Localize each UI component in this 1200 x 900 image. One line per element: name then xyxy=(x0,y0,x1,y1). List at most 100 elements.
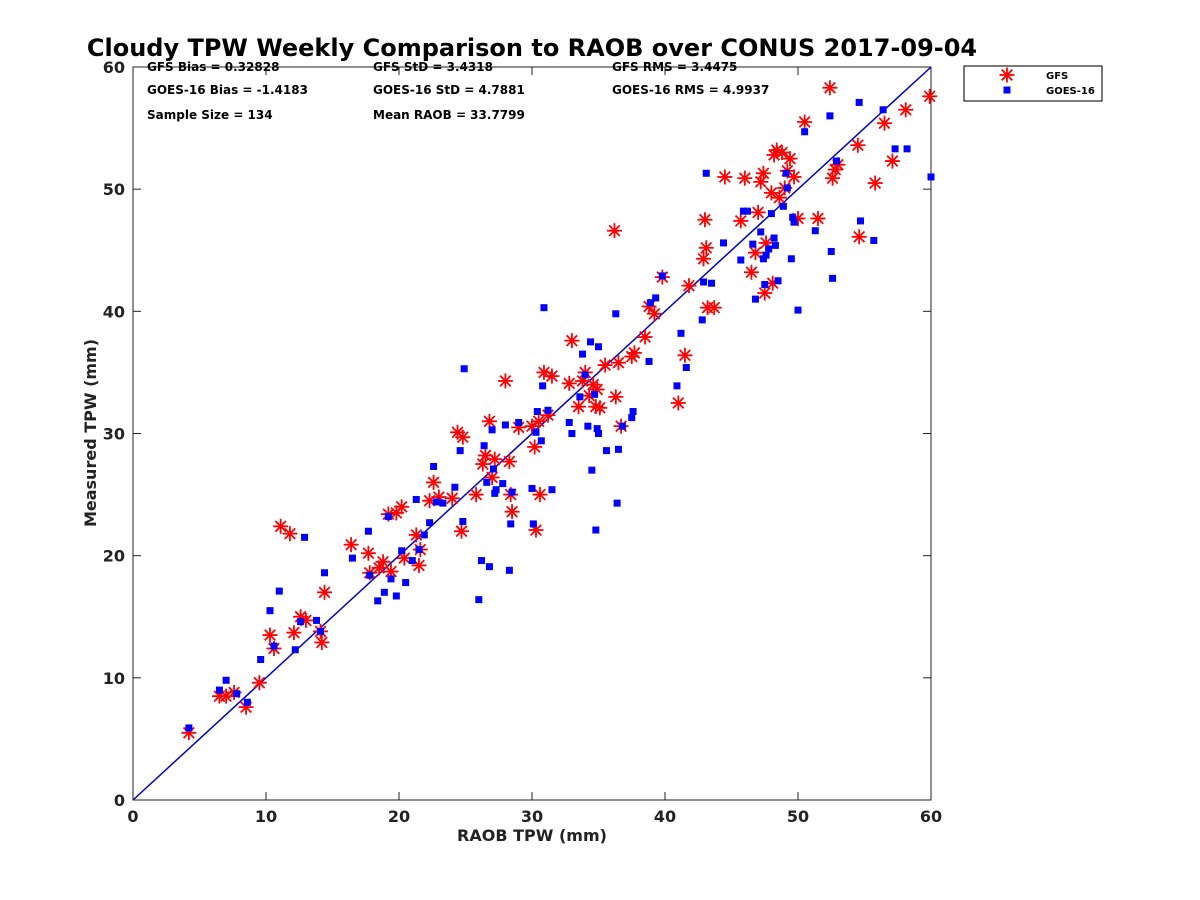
legend-items: GFS GOES-16 xyxy=(999,67,1095,97)
stat-text: GFS RMS = 3.4475 xyxy=(612,60,737,74)
goes16-point xyxy=(857,217,865,225)
goes16-point xyxy=(491,489,499,497)
goes16-point xyxy=(751,295,759,303)
gfs-point xyxy=(511,419,527,435)
gfs-point xyxy=(251,675,267,691)
goes16-point xyxy=(505,566,513,574)
goes16-point xyxy=(794,306,802,314)
chart-title: Cloudy TPW Weekly Comparison to RAOB ove… xyxy=(87,34,977,62)
goes16-point xyxy=(529,520,537,528)
goes16-point xyxy=(475,596,483,604)
goes16-point xyxy=(301,533,309,541)
goes16-point xyxy=(576,393,584,401)
goes16-point xyxy=(581,371,589,379)
goes16-point xyxy=(593,425,601,433)
gfs-point xyxy=(755,165,771,181)
goes16-point xyxy=(412,495,420,503)
gfs-point xyxy=(706,300,722,316)
goes16-point xyxy=(297,618,305,626)
goes16-point xyxy=(592,526,600,534)
goes16-point xyxy=(612,310,620,318)
series-goes16 xyxy=(185,98,935,732)
goes16-point xyxy=(374,597,382,605)
goes16-point xyxy=(833,157,841,165)
gfs-point xyxy=(504,504,520,520)
goes16-point xyxy=(743,207,751,215)
gfs-point xyxy=(677,347,693,363)
x-tick-label: 10 xyxy=(255,807,277,826)
goes16-point xyxy=(927,173,935,181)
goes16-point xyxy=(384,513,392,521)
goes16-point xyxy=(829,274,837,282)
goes16-point xyxy=(533,408,541,416)
gfs-point xyxy=(876,115,892,131)
goes16-point xyxy=(480,442,488,450)
goes16-point xyxy=(313,616,321,624)
goes16-point xyxy=(588,466,596,474)
goes16-point xyxy=(222,676,230,684)
goes16-point xyxy=(456,447,464,455)
goes16-point xyxy=(266,607,274,615)
goes16-point xyxy=(380,588,388,596)
gfs-point xyxy=(786,169,802,185)
goes16-point xyxy=(501,421,509,429)
goes16-point xyxy=(321,569,329,577)
legend-gfs-marker xyxy=(999,67,1015,83)
y-tick-label: 30 xyxy=(103,425,125,444)
gfs-point xyxy=(851,229,867,245)
goes16-point xyxy=(618,422,626,430)
goes16-point xyxy=(485,563,493,571)
goes16-point xyxy=(739,207,747,215)
goes16-point xyxy=(646,299,654,307)
stat-text: GOES-16 RMS = 4.9937 xyxy=(612,83,769,97)
goes16-point xyxy=(275,587,283,595)
gfs-point xyxy=(564,333,580,349)
goes16-point xyxy=(801,128,809,136)
gfs-point xyxy=(884,153,900,169)
x-axis-label: RAOB TPW (mm) xyxy=(457,826,607,845)
goes16-point xyxy=(507,520,515,528)
goes16-point xyxy=(539,382,547,390)
gfs-point xyxy=(544,368,560,384)
stat-text: Sample Size = 134 xyxy=(147,108,273,122)
gfs-point xyxy=(597,357,613,373)
goes16-point xyxy=(783,184,791,192)
goes16-point xyxy=(492,486,500,494)
goes16-point xyxy=(757,228,765,236)
gfs-point xyxy=(646,306,662,322)
goes16-point xyxy=(257,656,265,664)
gfs-point xyxy=(747,245,763,261)
goes16-point xyxy=(771,241,779,249)
goes16-point xyxy=(420,531,428,539)
goes16-point xyxy=(673,382,681,390)
goes16-point xyxy=(870,236,878,244)
goes16-point xyxy=(759,255,767,263)
goes16-point xyxy=(652,294,660,302)
gfs-point xyxy=(592,400,608,416)
x-tick-label: 40 xyxy=(654,807,676,826)
goes16-point xyxy=(761,280,769,288)
goes16-point xyxy=(613,499,621,507)
goes16-point xyxy=(765,245,773,253)
gfs-point xyxy=(737,170,753,186)
legend: GFS GOES-16 xyxy=(963,65,1103,102)
gfs-point xyxy=(282,526,298,542)
stats-box: GFS Bias = 0.32828 GFS StD = 3.4318 GFS RM… xyxy=(147,60,769,122)
goes16-point xyxy=(348,554,356,562)
goes16-point xyxy=(720,239,728,247)
goes16-point xyxy=(645,357,653,365)
gfs-point xyxy=(606,223,622,239)
goes16-point xyxy=(595,430,602,437)
goes16-point xyxy=(430,462,438,470)
goes16-point xyxy=(826,112,834,120)
goes16-point xyxy=(270,642,278,650)
gfs-point xyxy=(343,537,359,553)
goes16-point xyxy=(398,547,406,555)
gfs-point xyxy=(286,625,302,641)
gfs-point xyxy=(426,474,442,490)
goes16-point xyxy=(459,517,467,525)
goes16-point xyxy=(415,546,423,554)
stat-text: GFS StD = 3.4318 xyxy=(373,60,493,74)
